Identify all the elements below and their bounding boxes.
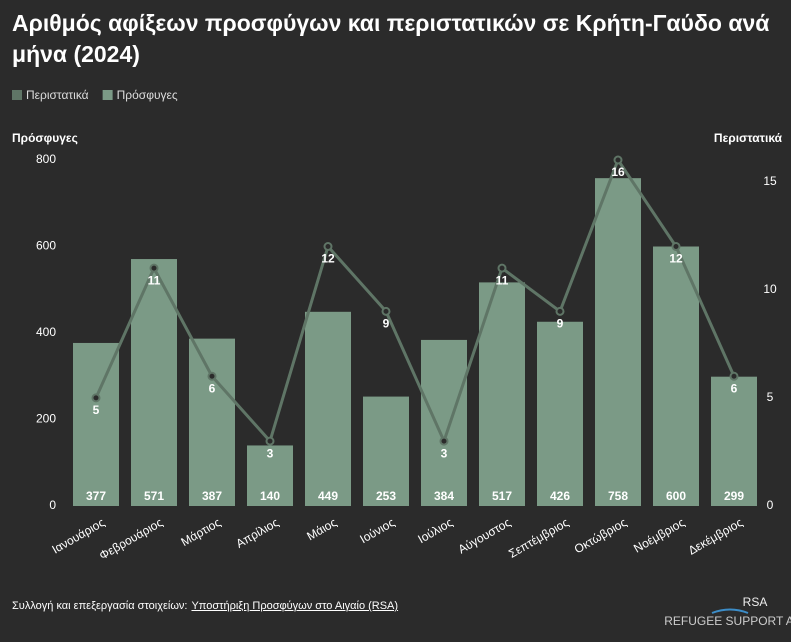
y2-tick-label: 5 [767,390,774,404]
bar-value-label: 140 [260,489,280,503]
line-marker [207,371,217,381]
bar-value-label: 571 [144,489,164,503]
line-value-label: 3 [267,446,274,460]
x-tick-label: Δεκέμβριος [686,515,746,557]
y-tick-label: 400 [36,325,56,339]
line-value-label: 5 [93,403,100,417]
bar-value-label: 384 [434,489,454,503]
legend-label: Πρόσφυγες [117,88,178,102]
y-tick-label: 600 [36,239,56,253]
y2-tick-label: 15 [763,174,777,188]
line-value-label: 9 [383,317,390,331]
bar-value-label: 517 [492,489,512,503]
line-marker [671,242,681,251]
x-tick-label: Αύγουστος [456,515,514,556]
bar [537,321,583,506]
x-tick-label: Νοέμβριος [631,515,687,555]
bar [363,396,409,506]
line-value-label: 12 [669,252,683,266]
line-value-label: 12 [321,252,335,266]
bar [247,445,293,506]
bar-value-label: 387 [202,489,222,503]
footer-text: Συλλογή και επεξεργασία στοιχείων: [12,600,188,612]
line-marker [323,242,333,251]
bar [305,311,351,506]
line-marker [729,371,739,381]
line-value-label: 16 [611,165,625,179]
y-tick-label: 800 [36,152,56,166]
bar-value-label: 253 [376,489,396,503]
logo-tagline: REFUGEE SUPPORT AEGEAN [664,614,791,628]
y2-tick-label: 0 [767,498,774,512]
bar-value-label: 377 [86,489,106,503]
bar-value-label: 449 [318,489,338,503]
bar-value-label: 299 [724,489,744,503]
line-marker [439,436,449,446]
line-marker [149,263,159,273]
y2-tick-label: 10 [763,282,777,296]
line-marker [613,155,623,165]
y-tick-label: 200 [36,412,56,426]
legend-swatch [12,90,22,100]
y-axis-title: Πρόσφυγες [12,131,78,145]
bar-value-label: 758 [608,489,628,503]
line-value-label: 11 [496,273,509,287]
y-tick-label: 0 [49,498,56,512]
line-marker [265,436,275,446]
bar-value-label: 426 [550,489,570,503]
y2-axis-title: Περιστατικά [714,131,783,145]
bar [189,338,235,506]
x-tick-label: Μάιος [304,515,339,543]
bar [653,246,699,506]
line-value-label: 9 [557,317,564,331]
x-tick-label: Οκτώβριος [572,515,630,556]
legend-swatch [102,90,113,100]
line-marker [497,263,507,273]
logo-wave [711,608,749,614]
bar [595,178,641,507]
bar [479,282,525,506]
line-value-label: 6 [731,381,738,395]
bar [711,376,757,506]
bar [421,339,467,506]
line-marker [555,306,565,316]
chart-title: Αριθμός αφίξεων προσφύγων και περιστατικ… [12,10,770,67]
footer-link[interactable]: Υποστήριξη Προσφύγων στο Αιγαίο (RSA) [191,600,399,612]
x-tick-label: Μάρτιος [178,515,223,549]
legend-label: Περιστατικά [26,88,89,102]
line [94,156,736,446]
x-tick-label: Ιούνιος [357,515,397,546]
line-marker [381,306,391,316]
line-value-label: 6 [209,381,216,395]
x-tick-label: Σεπτέμβριος [506,515,571,561]
line-value-label: 3 [441,446,448,460]
footer: Συλλογή και επεξεργασία στοιχείων: Υποστή… [12,600,398,612]
x-tick-label: Απρίλιος [233,515,281,551]
line-value-label: 11 [148,273,161,287]
bar-value-label: 600 [666,489,686,503]
line-marker [91,393,101,403]
bar [73,342,119,506]
logo-name: RSA [743,595,768,609]
x-tick-label: Φεβρουάριος [97,515,165,563]
x-tick-label: Ιούλιος [415,515,455,546]
